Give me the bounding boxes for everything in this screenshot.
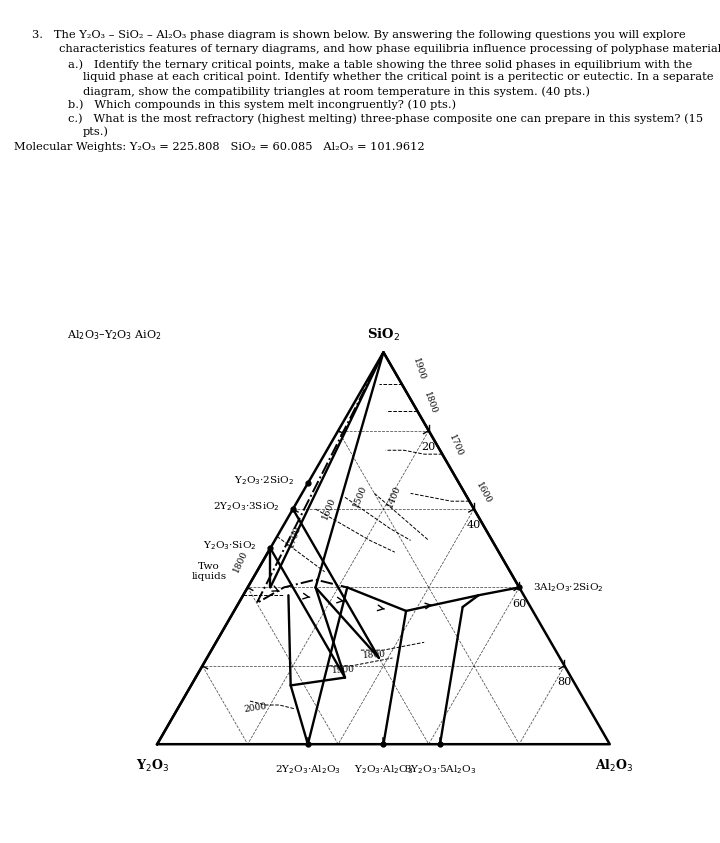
Text: 60: 60 [512,599,526,609]
Text: 1600: 1600 [320,496,337,520]
Text: 1400: 1400 [386,484,402,509]
Text: 2000: 2000 [243,701,267,714]
Text: Two
liquids: Two liquids [192,561,227,581]
Text: 1900: 1900 [410,357,426,381]
Text: Y$_2$O$_3$$\cdot$Al$_2$O$_3$: Y$_2$O$_3$$\cdot$Al$_2$O$_3$ [354,763,413,776]
Text: Y$_2$O$_3$$\cdot$2SiO$_2$: Y$_2$O$_3$$\cdot$2SiO$_2$ [234,474,294,487]
Text: Y$_2$O$_3$$\cdot$SiO$_2$: Y$_2$O$_3$$\cdot$SiO$_2$ [203,540,257,552]
Text: SiO$_2$: SiO$_2$ [367,327,400,343]
Text: Y$_2$O$_3$: Y$_2$O$_3$ [136,758,169,774]
Text: diagram, show the compatibility triangles at room temperature in this system. (4: diagram, show the compatibility triangle… [83,86,590,97]
Text: 1900: 1900 [331,665,355,675]
Text: 1600: 1600 [474,481,492,506]
Text: 1800: 1800 [422,390,438,416]
Text: 20: 20 [422,442,436,452]
Text: 1500: 1500 [352,484,369,509]
Text: a.)   Identify the ternary critical points, make a table showing the three solid: a.) Identify the ternary critical points… [68,59,693,70]
Text: Al$_2$O$_3$–Y$_2$O$_3$ AiO$_2$: Al$_2$O$_3$–Y$_2$O$_3$ AiO$_2$ [67,328,161,341]
Text: pts.): pts.) [83,126,109,137]
Text: 40: 40 [467,520,481,530]
Text: c.)   What is the most refractory (highest melting) three-phase composite one ca: c.) What is the most refractory (highest… [68,113,703,124]
Text: characteristics features of ternary diagrams, and how phase equilibria influence: characteristics features of ternary diag… [59,44,720,54]
Text: 3.   The Y₂O₃ – SiO₂ – Al₂O₃ phase diagram is shown below. By answering the foll: 3. The Y₂O₃ – SiO₂ – Al₂O₃ phase diagram… [32,30,686,40]
Text: b.)   Which compounds in this system melt incongruently? (10 pts.): b.) Which compounds in this system melt … [68,99,456,110]
Text: Al$_2$O$_3$: Al$_2$O$_3$ [595,758,634,774]
Text: 2Y$_2$O$_3$$\cdot$3SiO$_2$: 2Y$_2$O$_3$$\cdot$3SiO$_2$ [212,501,279,513]
Text: 1700: 1700 [447,434,464,459]
Text: 1800: 1800 [232,549,250,573]
Text: 2Y$_2$O$_3$$\cdot$Al$_2$O$_3$: 2Y$_2$O$_3$$\cdot$Al$_2$O$_3$ [275,763,341,776]
Text: 3Y$_2$O$_3$$\cdot$5Al$_2$O$_3$: 3Y$_2$O$_3$$\cdot$5Al$_2$O$_3$ [404,763,476,776]
Text: 1800: 1800 [363,649,387,659]
Text: 80: 80 [557,677,572,687]
Text: 3Al$_2$O$_3$$\cdot$2SiO$_2$: 3Al$_2$O$_3$$\cdot$2SiO$_2$ [533,581,603,593]
Text: Molecular Weights: Y₂O₃ = 225.808   SiO₂ = 60.085   Al₂O₃ = 101.9612: Molecular Weights: Y₂O₃ = 225.808 SiO₂ =… [14,142,425,152]
Text: liquid phase at each critical point. Identify whether the critical point is a pe: liquid phase at each critical point. Ide… [83,72,714,83]
Text: 1700: 1700 [286,524,302,549]
